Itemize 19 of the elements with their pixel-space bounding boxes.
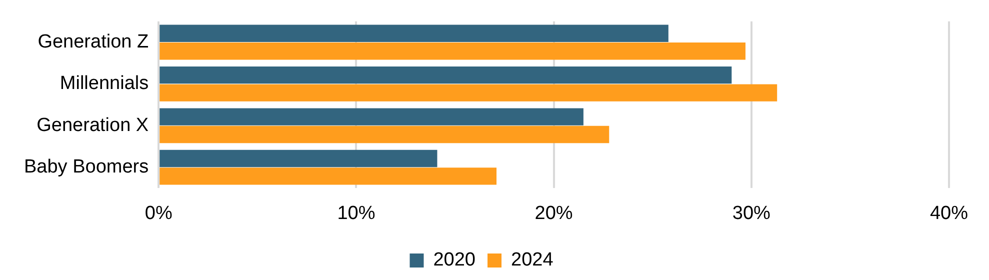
bar <box>160 168 497 185</box>
legend-label: 2024 <box>511 250 554 271</box>
bar <box>160 42 746 60</box>
y-tick-label: Millennials <box>60 73 149 94</box>
bar <box>160 66 732 84</box>
x-tick-label: 30% <box>732 202 771 224</box>
bar <box>160 126 610 144</box>
bar <box>160 150 438 168</box>
x-tick-label: 0% <box>144 202 172 224</box>
x-tick-label: 40% <box>930 202 968 224</box>
bar <box>160 24 668 42</box>
x-tick-label: 10% <box>337 202 376 224</box>
bar <box>160 84 778 102</box>
legend-label: 2020 <box>433 250 476 271</box>
bar <box>160 108 584 126</box>
x-tick-label: 20% <box>534 202 573 224</box>
y-tick-label: Generation X <box>36 114 149 136</box>
y-tick-label: Baby Boomers <box>24 156 149 178</box>
y-tick-label: Generation Z <box>38 31 149 52</box>
